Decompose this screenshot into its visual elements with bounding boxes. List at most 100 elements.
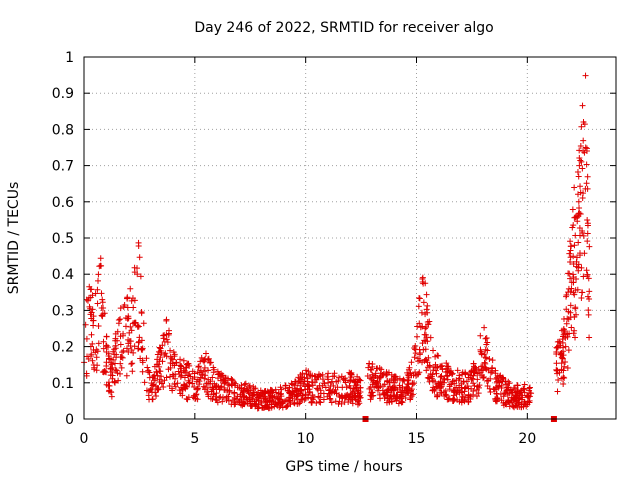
- data-point: [553, 351, 560, 358]
- data-point: [97, 255, 104, 262]
- data-point: [576, 154, 583, 161]
- data-point: [567, 302, 574, 309]
- data-point: [138, 337, 145, 344]
- data-point: [288, 380, 295, 387]
- tick-labels: 00.10.20.30.40.50.60.70.80.910 5 10 15 20: [52, 50, 537, 447]
- data-point: [154, 372, 161, 379]
- data-point: [99, 311, 106, 318]
- data-point: [486, 356, 493, 363]
- data-point: [430, 347, 437, 354]
- data-point: [223, 395, 230, 402]
- data-point: [107, 365, 114, 372]
- data-point: [117, 341, 124, 348]
- data-point: [487, 375, 494, 382]
- data-point: [287, 401, 294, 408]
- data-point: [478, 351, 485, 358]
- data-point: [579, 165, 586, 172]
- data-point: [165, 327, 172, 334]
- y-tick-label: 0.7: [52, 159, 74, 175]
- data-point: [304, 381, 311, 388]
- data-point: [118, 364, 125, 371]
- data-point: [518, 396, 525, 403]
- data-point: [153, 392, 160, 399]
- data-point: [441, 376, 448, 383]
- data-point: [167, 353, 174, 360]
- data-point: [554, 388, 561, 395]
- data-point: [316, 398, 323, 405]
- data-point: [163, 374, 170, 381]
- data-point: [320, 396, 327, 403]
- data-point: [564, 315, 571, 322]
- data-point: [295, 374, 302, 381]
- data-point: [577, 157, 584, 164]
- y-tick-label: 0.1: [52, 376, 74, 392]
- data-point: [422, 311, 429, 318]
- data-point: [244, 400, 251, 407]
- data-point: [381, 391, 388, 398]
- data-point: [407, 387, 414, 394]
- data-point: [92, 290, 99, 297]
- data-point: [434, 391, 441, 398]
- data-point: [184, 383, 191, 390]
- data-point: [411, 354, 418, 361]
- data-point: [136, 334, 143, 341]
- data-point: [405, 381, 412, 388]
- data-point: [176, 370, 183, 377]
- data-point: [113, 367, 120, 374]
- data-point: [355, 376, 362, 383]
- data-point: [453, 391, 460, 398]
- grid-lines: [84, 57, 616, 419]
- y-tick-label: 0.2: [52, 340, 74, 356]
- data-point: [99, 296, 106, 303]
- data-point: [218, 383, 225, 390]
- data-point: [128, 360, 135, 367]
- data-point: [200, 383, 207, 390]
- data-point: [586, 334, 593, 341]
- data-point: [280, 398, 287, 405]
- data-point: [406, 364, 413, 371]
- data-point: [264, 388, 271, 395]
- data-point: [514, 386, 521, 393]
- data-point: [98, 304, 105, 311]
- data-point: [567, 238, 574, 245]
- data-point: [139, 345, 146, 352]
- data-point: [514, 382, 521, 389]
- data-point: [483, 355, 490, 362]
- data-point: [477, 369, 484, 376]
- data-point: [327, 396, 334, 403]
- data-point: [180, 357, 187, 364]
- data-point: [176, 387, 183, 394]
- data-point: [124, 295, 131, 302]
- data-point: [338, 392, 345, 399]
- data-point: [124, 304, 131, 311]
- data-point: [196, 381, 203, 388]
- data-point: [84, 353, 91, 360]
- data-point: [84, 297, 91, 304]
- data-point: [484, 347, 491, 354]
- data-point: [398, 391, 405, 398]
- data-point: [567, 288, 574, 295]
- data-point: [83, 296, 90, 303]
- data-point: [347, 384, 354, 391]
- data-point: [465, 398, 472, 405]
- data-point: [440, 375, 447, 382]
- data-point: [505, 397, 512, 404]
- data-point: [215, 371, 222, 378]
- data-point: [453, 384, 460, 391]
- data-point: [286, 384, 293, 391]
- data-point: [134, 265, 141, 272]
- data-point: [321, 380, 328, 387]
- data-point: [159, 358, 166, 365]
- data-point: [282, 382, 289, 389]
- data-point: [131, 269, 138, 276]
- data-point: [298, 376, 305, 383]
- data-point: [325, 376, 332, 383]
- data-point: [213, 397, 220, 404]
- data-point: [267, 395, 274, 402]
- data-point: [412, 346, 419, 353]
- data-point: [417, 324, 424, 331]
- data-point: [576, 224, 583, 231]
- data-point: [424, 359, 431, 366]
- data-point: [575, 198, 582, 205]
- data-point: [415, 303, 422, 310]
